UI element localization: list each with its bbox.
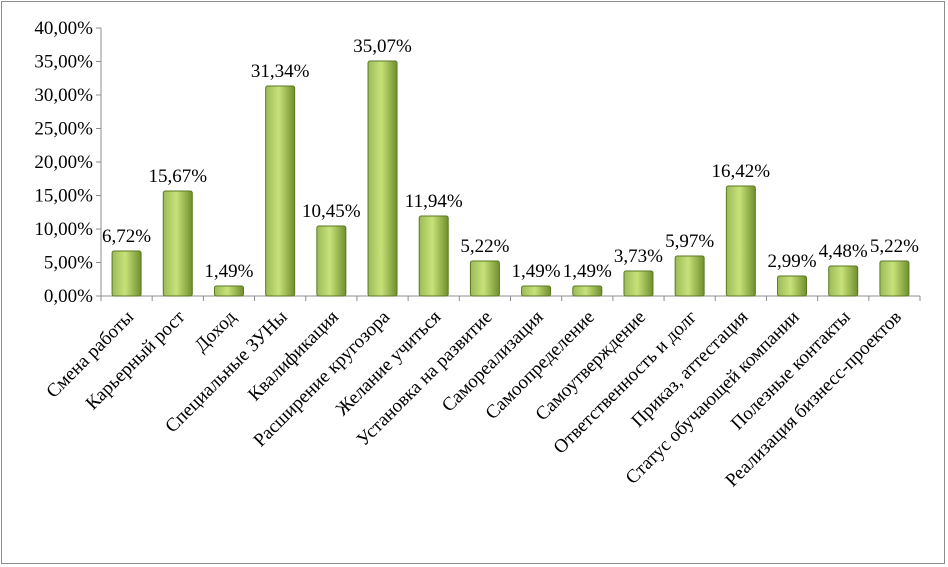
data-label: 1,49% <box>563 261 612 282</box>
bar <box>367 60 398 297</box>
bar <box>213 285 244 297</box>
y-tick-label: 25,00% <box>34 119 93 140</box>
data-label: 31,34% <box>251 61 310 82</box>
bar <box>418 215 449 297</box>
bar <box>572 285 603 297</box>
data-label: 5,22% <box>870 236 919 257</box>
x-tick-label: Квалификация <box>244 307 343 406</box>
y-tick-label: 20,00% <box>34 152 93 173</box>
bar <box>265 85 296 297</box>
bar <box>521 285 552 297</box>
data-label: 1,49% <box>204 261 253 282</box>
y-tick-label: 40,00% <box>34 18 93 39</box>
bar <box>469 260 500 297</box>
data-labels: 6,72% 15,67% 1,49% 31,34% 10,45% 35,07% 11,94%… <box>102 36 919 282</box>
bars <box>111 60 910 297</box>
data-label: 4,48% <box>819 241 868 262</box>
y-tick-label: 10,00% <box>34 219 93 240</box>
data-label: 10,45% <box>302 201 361 222</box>
bar <box>316 225 347 297</box>
bar <box>623 270 654 297</box>
bar <box>828 265 859 297</box>
data-label: 11,94% <box>405 191 463 212</box>
y-axis-ticks: 0,00% 5,00% 10,00% 15,00% 20,00% 25,00% 30,00%… <box>34 18 101 307</box>
bar <box>777 275 808 297</box>
bar <box>725 185 756 297</box>
data-label: 15,67% <box>148 166 207 187</box>
bar <box>111 250 142 297</box>
data-label: 2,99% <box>767 251 816 272</box>
y-tick-label: 5,00% <box>44 253 93 274</box>
bar <box>162 190 193 297</box>
y-tick-label: 15,00% <box>34 186 93 207</box>
bar <box>674 255 705 297</box>
y-tick-label: 30,00% <box>34 85 93 106</box>
bar <box>879 260 910 297</box>
data-label: 5,22% <box>460 236 509 257</box>
data-label: 5,97% <box>665 231 714 252</box>
data-label: 16,42% <box>712 161 771 182</box>
y-tick-label: 35,00% <box>34 52 93 73</box>
y-tick-label: 0,00% <box>44 286 93 307</box>
data-label: 6,72% <box>102 226 151 247</box>
data-label: 3,73% <box>614 246 663 267</box>
data-label: 35,07% <box>353 36 412 57</box>
data-label: 1,49% <box>512 261 561 282</box>
x-tick-label: Смена работы <box>42 307 138 403</box>
